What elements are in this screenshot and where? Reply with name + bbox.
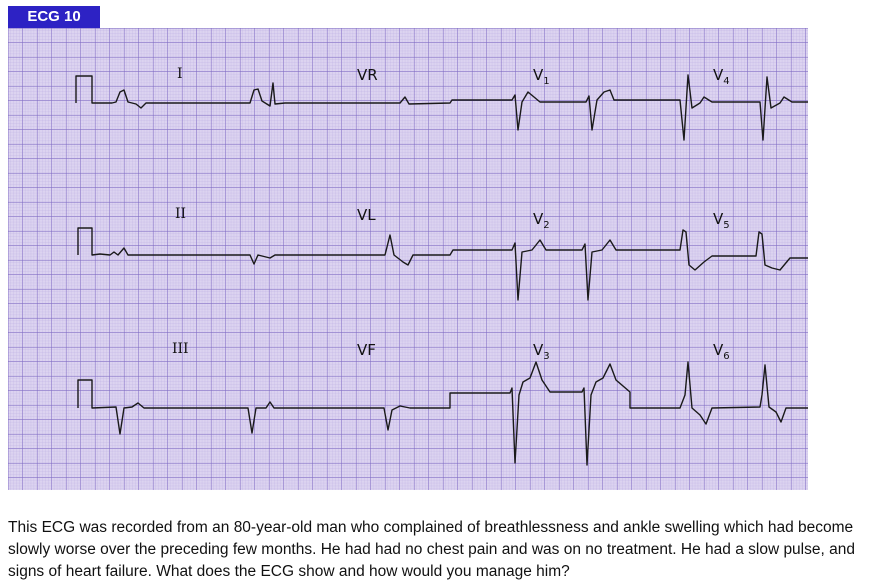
lead-label-V5: V5 — [713, 210, 730, 231]
lead-label-V6: V6 — [713, 341, 730, 362]
ecg-figure — [8, 28, 808, 490]
ecg-grid — [8, 28, 808, 490]
lead-label-V1: V1 — [533, 66, 550, 87]
lead-label-I: I — [177, 66, 183, 82]
lead-label-VF: VF — [357, 341, 376, 359]
lead-label-V4: V4 — [713, 66, 730, 87]
lead-label-VL: VL — [357, 206, 376, 224]
lead-label-VR: VR — [357, 66, 378, 84]
lead-label-V3: V3 — [533, 341, 550, 362]
lead-label-II: II — [175, 206, 187, 222]
trace-row-2 — [77, 227, 808, 301]
lead-label-III: III — [172, 341, 189, 357]
trace-row-3 — [77, 361, 808, 466]
trace-row-1 — [75, 74, 808, 141]
figure-title: ECG 10 — [8, 6, 100, 28]
case-description: This ECG was recorded from an 80-year-ol… — [8, 519, 855, 580]
lead-label-V2: V2 — [533, 210, 550, 231]
